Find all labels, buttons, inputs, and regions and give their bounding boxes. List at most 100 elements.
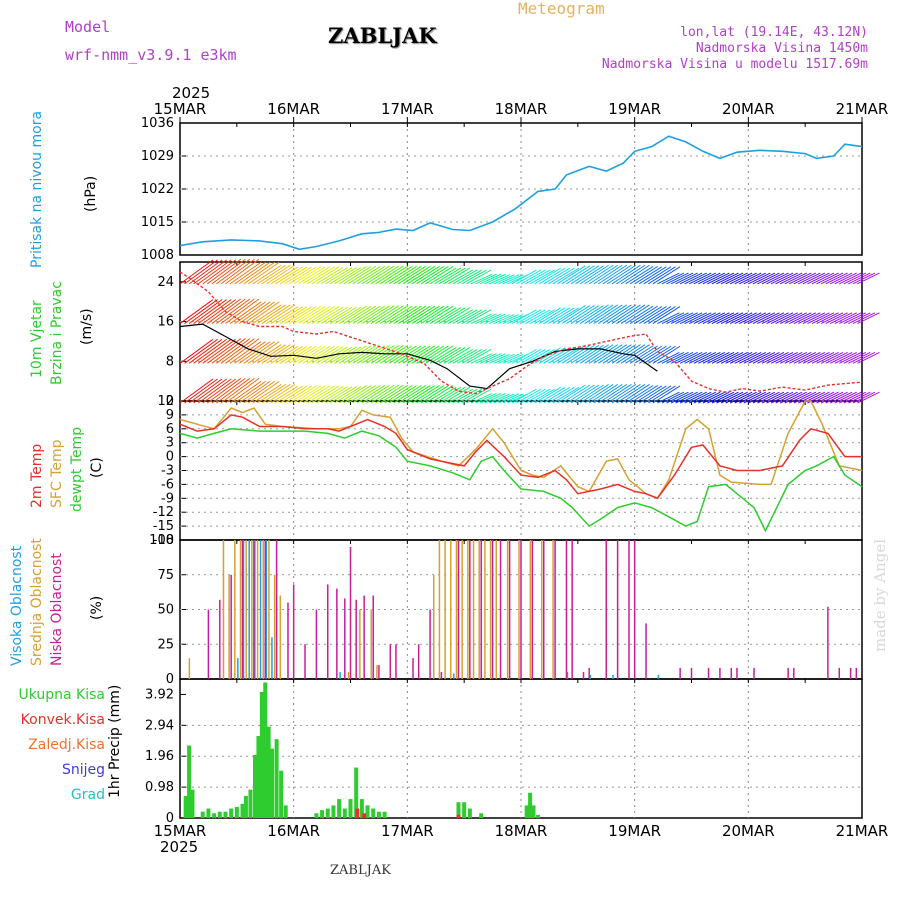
wind-arrow [784, 352, 807, 364]
wind-arrow [629, 305, 658, 324]
wind-arrow [716, 272, 739, 285]
wind-arrow [325, 267, 353, 285]
wind-arrow [534, 347, 561, 364]
wind-arrow [488, 353, 510, 364]
wind-arrow [397, 305, 427, 324]
ytick-label: 0 [166, 672, 174, 687]
wind-arrow [748, 312, 771, 325]
wind-arrow [852, 312, 876, 325]
wind-arrow [693, 312, 716, 325]
wind-arrow [816, 391, 839, 404]
xtick-label-top: 18MAR [495, 100, 548, 118]
wind-arrow [829, 272, 853, 285]
wind-gust-line [179, 271, 863, 395]
ytick-label: 100 [149, 533, 174, 548]
wind-arrow [834, 272, 857, 285]
wind-arrow [652, 266, 681, 285]
wind-arrow [711, 352, 735, 364]
wind-arrow [666, 391, 689, 404]
wind-arrow [588, 344, 618, 364]
wind-arrow [643, 385, 672, 404]
wind-arrow [616, 264, 646, 285]
wind-arrow [779, 272, 803, 285]
wind-arrow [625, 266, 654, 285]
wind-arrow [407, 266, 436, 285]
precip-bar [256, 736, 261, 818]
wind-arrow [479, 313, 502, 325]
precip-bar [337, 799, 342, 818]
precip-bar [528, 792, 533, 818]
precip-bar [248, 789, 253, 818]
wind-arrow [429, 307, 457, 324]
wind-arrow [711, 312, 735, 325]
wind-speed-line [179, 323, 658, 390]
wind-arrow [325, 306, 353, 324]
wind-arrow [543, 386, 570, 404]
wind-arrow [811, 352, 835, 364]
wind-arrow [252, 383, 282, 404]
wind-arrow [716, 352, 739, 364]
wind-arrow [689, 272, 712, 285]
wind-arrow [675, 391, 698, 404]
wind-arrow [247, 380, 280, 404]
wind-arrow [311, 385, 340, 404]
wind-arrow [643, 266, 672, 285]
wind-arrow [297, 385, 326, 404]
wind-arrow [375, 345, 404, 364]
wind-arrow [188, 378, 223, 404]
wind-arrow [725, 391, 748, 404]
precip-bar [229, 808, 234, 818]
wind-arrow [452, 309, 478, 325]
ytick-label: -9 [161, 491, 174, 506]
precip-bar [187, 745, 192, 818]
wind-arrow [679, 272, 703, 285]
wind-arrow [279, 385, 308, 404]
precip-bar [190, 789, 195, 818]
wind-arrow [820, 391, 844, 404]
wind-arrow [516, 388, 542, 404]
wind-arrow [525, 309, 551, 325]
wind-arrow [338, 266, 367, 285]
wind-arrow [216, 258, 251, 285]
wind-arrow [338, 385, 367, 404]
wind-arrow [857, 272, 880, 285]
precip-bar [320, 810, 325, 818]
wind-arrow [839, 352, 862, 364]
precip-bar [253, 754, 258, 818]
page-title: ZABLJAK [328, 23, 437, 48]
wind-arrow [638, 306, 667, 324]
wind-arrow [270, 306, 299, 324]
wind-arrow [420, 266, 449, 285]
wind-arrow [720, 272, 744, 285]
legend-total-rain: Ukupna Kisa [18, 687, 105, 703]
wind-arrow [334, 267, 362, 285]
wind-arrow [720, 312, 744, 325]
wind-arrow [820, 272, 844, 285]
wind-arrow [557, 384, 586, 404]
precip-bar [536, 814, 541, 818]
wind-arrow [293, 306, 322, 324]
wind-arrow [529, 269, 555, 285]
wind-arrow [238, 380, 271, 404]
wind-arrow [388, 266, 417, 285]
wind-arrow [798, 312, 821, 325]
precip-bar [259, 691, 264, 818]
wind-arrow [393, 385, 422, 404]
wind-arrow [411, 385, 440, 404]
wind-arrow [829, 352, 853, 364]
wind-arrow [616, 304, 646, 324]
wind-arrow [579, 264, 609, 285]
wind-arrow [698, 312, 721, 325]
wind-arrow [793, 352, 817, 364]
wind-arrow [802, 272, 826, 285]
wind-arrow [352, 266, 381, 285]
ytick-label: 1.96 [145, 749, 174, 764]
wind-arrow [757, 391, 780, 404]
wind-arrow [225, 338, 260, 364]
wind-arrow [552, 267, 580, 285]
wind-arrow [370, 384, 400, 404]
wind-arrow [184, 378, 218, 404]
wind-arrow [284, 306, 312, 324]
wind-arrow [425, 266, 454, 285]
wind-arrow [857, 312, 880, 325]
